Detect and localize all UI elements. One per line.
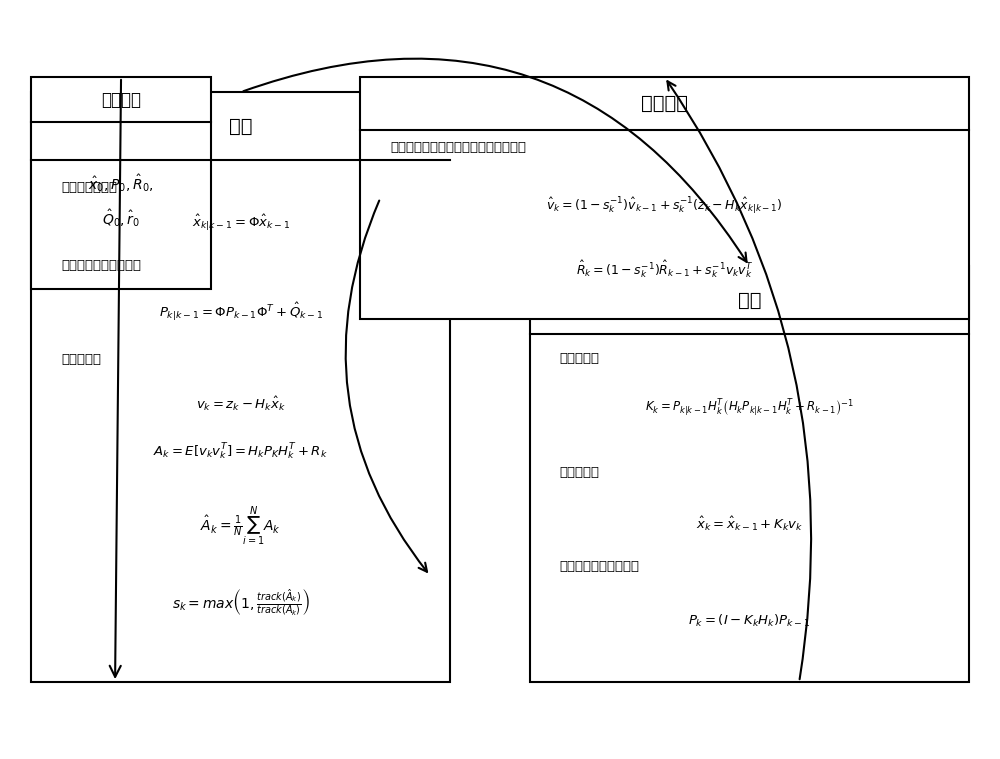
Text: $\hat{x}_0, P_0, \hat{R}_0,$
$\hat{Q}_0, \hat{r}_0$: $\hat{x}_0, P_0, \hat{R}_0,$ $\hat{Q}_0,… bbox=[88, 172, 154, 229]
Text: 噪声的均值和自协方差矩阵估计方程：: 噪声的均值和自协方差矩阵估计方程： bbox=[390, 141, 526, 154]
FancyArrowPatch shape bbox=[243, 58, 747, 262]
Text: 噪声估计: 噪声估计 bbox=[641, 94, 688, 113]
Text: 误差协方差预测方程：: 误差协方差预测方程： bbox=[61, 260, 141, 272]
Text: 预测: 预测 bbox=[229, 117, 252, 136]
Text: $\hat{A}_k = \frac{1}{N}\sum_{i=1}^{N} A_k$: $\hat{A}_k = \frac{1}{N}\sum_{i=1}^{N} A… bbox=[200, 505, 281, 549]
Text: 校正: 校正 bbox=[738, 291, 761, 310]
FancyArrowPatch shape bbox=[346, 200, 427, 572]
Text: 状态预测方程：: 状态预测方程： bbox=[61, 181, 117, 194]
FancyBboxPatch shape bbox=[530, 266, 969, 682]
Text: $\hat{v}_k = (1-s_k^{-1})\hat{v}_{k-1} + s_k^{-1}(z_k - H_k\hat{x}_{k|k-1})$: $\hat{v}_k = (1-s_k^{-1})\hat{v}_{k-1} +… bbox=[546, 196, 783, 216]
FancyBboxPatch shape bbox=[360, 77, 969, 319]
FancyArrowPatch shape bbox=[110, 80, 121, 677]
FancyBboxPatch shape bbox=[31, 92, 450, 682]
Text: $\hat{x}_k = \hat{x}_{k-1} + K_k v_k$: $\hat{x}_k = \hat{x}_{k-1} + K_k v_k$ bbox=[696, 515, 803, 534]
Text: 增益方程：: 增益方程： bbox=[560, 351, 600, 364]
Text: $A_k = E[v_k v_k^T] = H_k P_K H_k^T + R_k$: $A_k = E[v_k v_k^T] = H_k P_K H_k^T + R_… bbox=[153, 442, 328, 462]
Text: $s_k = max\left(1, \frac{track(\hat{A}_k)}{track(A_k)}\right)$: $s_k = max\left(1, \frac{track(\hat{A}_k… bbox=[172, 588, 310, 619]
Text: 初始条件: 初始条件 bbox=[101, 90, 141, 109]
Text: $\hat{R}_k = (1-s_k^{-1})\hat{R}_{k-1} + s_k^{-1}v_k v_k^T$: $\hat{R}_k = (1-s_k^{-1})\hat{R}_{k-1} +… bbox=[576, 259, 753, 280]
FancyArrowPatch shape bbox=[667, 81, 811, 679]
Text: $P_k = (I - K_k H_k)P_{k-1}$: $P_k = (I - K_k H_k)P_{k-1}$ bbox=[688, 613, 810, 628]
Text: 误差协方差更新方程：: 误差协方差更新方程： bbox=[560, 560, 640, 573]
FancyBboxPatch shape bbox=[31, 77, 211, 288]
Text: $P_{k|k-1} = \Phi P_{k-1}\Phi^T + \hat{Q}_{k-1}$: $P_{k|k-1} = \Phi P_{k-1}\Phi^T + \hat{Q… bbox=[159, 301, 323, 323]
Text: 中间变量：: 中间变量： bbox=[61, 353, 101, 367]
Text: $v_k = z_k - H_k\hat{x}_k$: $v_k = z_k - H_k\hat{x}_k$ bbox=[196, 395, 286, 413]
Text: $\hat{x}_{k|k-1} = \Phi\hat{x}_{k-1}$: $\hat{x}_{k|k-1} = \Phi\hat{x}_{k-1}$ bbox=[192, 213, 290, 232]
Text: 滤波方程：: 滤波方程： bbox=[560, 466, 600, 480]
Text: $K_k = P_{k|k-1}H_k^T\left(H_k P_{k|k-1}H_k^T + R_{k-1}\right)^{-1}$: $K_k = P_{k|k-1}H_k^T\left(H_k P_{k|k-1}… bbox=[645, 397, 854, 417]
